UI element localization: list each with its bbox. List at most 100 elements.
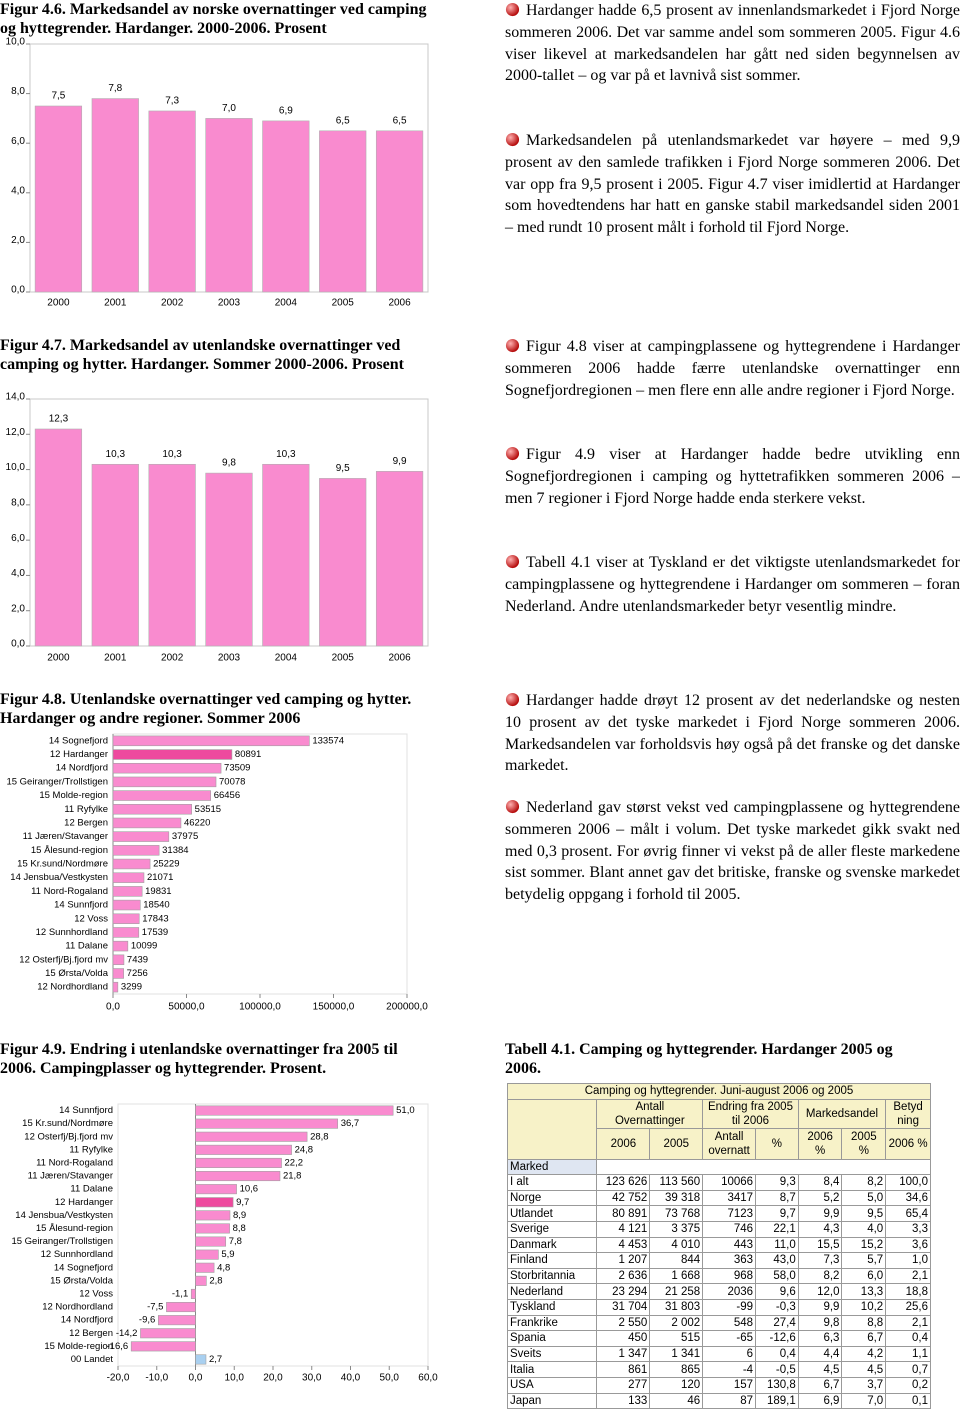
table-cell: 21 258 (649, 1283, 704, 1300)
value-label: 21071 (147, 872, 173, 883)
bar (195, 1118, 339, 1129)
table-cell: 58,0 (755, 1267, 799, 1285)
x-tick-label: 2000 (47, 653, 70, 664)
figure-title: Figur 4.9. Endring i utenlandske overnat… (0, 1041, 398, 1077)
y-tick-label: 8,0 (11, 497, 25, 508)
row-name: Tyskland (506, 1298, 598, 1316)
paragraph-text: Figur 4.8 viser at campingplassene og hy… (505, 338, 960, 399)
x-tick-label: 10,0 (225, 1373, 245, 1384)
bullet-icon (505, 692, 520, 707)
table-cell: 8,2 (797, 1267, 843, 1285)
category-label: 12 Nordhordland (42, 1302, 113, 1313)
table-cell: 4 121 (596, 1220, 651, 1238)
value-label: 9,8 (222, 458, 236, 469)
y-tick-label: 0,0 (11, 285, 25, 296)
row-name: Storbritannia (506, 1267, 598, 1285)
table-row: Sveits 1 347 1 341 6 0,4 4,4 4,2 1,1 (506, 1345, 931, 1363)
group-header: Endring fra 2005 til 2006 (702, 1098, 799, 1129)
table-cell: 0,7 (885, 1361, 931, 1378)
category-label: 11 Dalane (65, 941, 108, 952)
bullet-icon (505, 2, 520, 17)
bar (112, 968, 124, 979)
bar (262, 463, 310, 647)
table-cell: 6,0 (841, 1267, 887, 1285)
category-label: 11 Jæren/Stavanger (23, 831, 108, 842)
value-label: 46220 (184, 817, 210, 828)
category-label: 14 Jensbua/Vestkysten (15, 1210, 113, 1221)
table-cell: 46 (649, 1392, 704, 1410)
category-label: 14 Jensbua/Vestkysten (10, 872, 108, 883)
table-cell: 7123 (702, 1205, 757, 1222)
figure-title: Figur 4.7. Markedsandel av utenlandske o… (0, 337, 404, 373)
table-cell: 3,6 (885, 1236, 931, 1254)
paragraph: Nederland gav størst vekst ved campingpl… (505, 797, 960, 906)
table-cell: 968 (702, 1267, 757, 1285)
table-title: Tabell 4.1. Camping og hyttegrender. Har… (505, 1041, 893, 1077)
bullet-dot (505, 799, 520, 814)
table-cell: 9,7 (755, 1205, 799, 1222)
value-label: 21,8 (283, 1171, 302, 1182)
y-tick-label: 2,0 (11, 603, 25, 614)
table-cell: 4 453 (596, 1236, 651, 1254)
table-cell: 73 768 (649, 1205, 704, 1222)
category-label: 14 Sognefjord (54, 1262, 113, 1273)
value-label: 19831 (145, 886, 171, 897)
category-label: 12 Sunnhordland (36, 927, 108, 938)
bar (112, 845, 160, 856)
table-cell: 4,3 (797, 1220, 843, 1238)
bar (195, 1171, 281, 1182)
value-label: 6,9 (279, 106, 293, 117)
value-label: 80891 (235, 749, 261, 760)
bar (112, 872, 145, 883)
table-cell: 8,4 (797, 1174, 843, 1191)
sub-header-row: 2006 2005 Antall overnatt% 2006 % 2005 % 2006… (508, 1127, 931, 1160)
bar (34, 105, 83, 293)
bar (195, 1131, 308, 1142)
row-name: Nederland (506, 1283, 598, 1300)
category-label: 12 Voss (79, 1288, 113, 1299)
table-cell: 65,4 (885, 1205, 931, 1222)
value-label: 18540 (143, 900, 169, 911)
table-cell: 9,6 (755, 1283, 799, 1300)
table-cell: 6,3 (797, 1330, 843, 1347)
bar (112, 762, 222, 774)
table-cell: 3,3 (885, 1220, 931, 1238)
category-label: 14 Sunnfjord (54, 900, 108, 911)
value-label: 7256 (127, 968, 148, 979)
category-label: 11 Nord-Rogaland (36, 1157, 113, 1168)
table-cell: 7,3 (797, 1252, 843, 1269)
bar (205, 118, 253, 293)
bullet-dot (505, 446, 520, 461)
table-row: Finland 1 207 844 363 43,0 7,3 5,7 1,0 (506, 1252, 931, 1269)
value-label: 10,3 (106, 449, 126, 460)
bar (319, 478, 367, 647)
value-label: -9,6 (139, 1315, 155, 1326)
group-header: Antall Overnattinger (596, 1098, 704, 1129)
bar (195, 1105, 394, 1116)
table-cell: 1 341 (649, 1345, 704, 1363)
table-cell: 42 752 (596, 1189, 651, 1207)
bullet-dot (505, 2, 520, 17)
paragraph: Tabell 4.1 viser at Tyskland er det vikt… (505, 552, 960, 617)
table-cell: 100,0 (885, 1174, 931, 1191)
table-cell: 2 550 (596, 1314, 651, 1332)
bar (148, 110, 196, 293)
row-name: Finland (506, 1252, 598, 1269)
table-cell: 189,1 (755, 1392, 799, 1410)
y-tick-label: 10,0 (6, 462, 26, 473)
table-cell: 548 (702, 1314, 757, 1332)
category-label: 12 Osterfj/Bj.fjord mv (19, 954, 108, 965)
table-cell: 746 (702, 1220, 757, 1238)
value-label: 17539 (142, 927, 168, 938)
value-label: 3299 (121, 982, 142, 993)
paragraph: Figur 4.9 viser at Hardanger hadde bedre… (505, 444, 960, 509)
row-name: Spania (506, 1330, 598, 1347)
table-row: USA 277 120 157 130,8 6,7 3,7 0,2 (506, 1376, 931, 1394)
bullet-icon (505, 338, 520, 353)
table-cell: 4,5 (841, 1361, 887, 1378)
category-label: 11 Ryfylke (64, 804, 108, 815)
bar (262, 120, 310, 293)
table-cell: 7,0 (841, 1392, 887, 1410)
row-name: Sverige (506, 1220, 598, 1238)
value-label: 2,7 (209, 1354, 222, 1365)
